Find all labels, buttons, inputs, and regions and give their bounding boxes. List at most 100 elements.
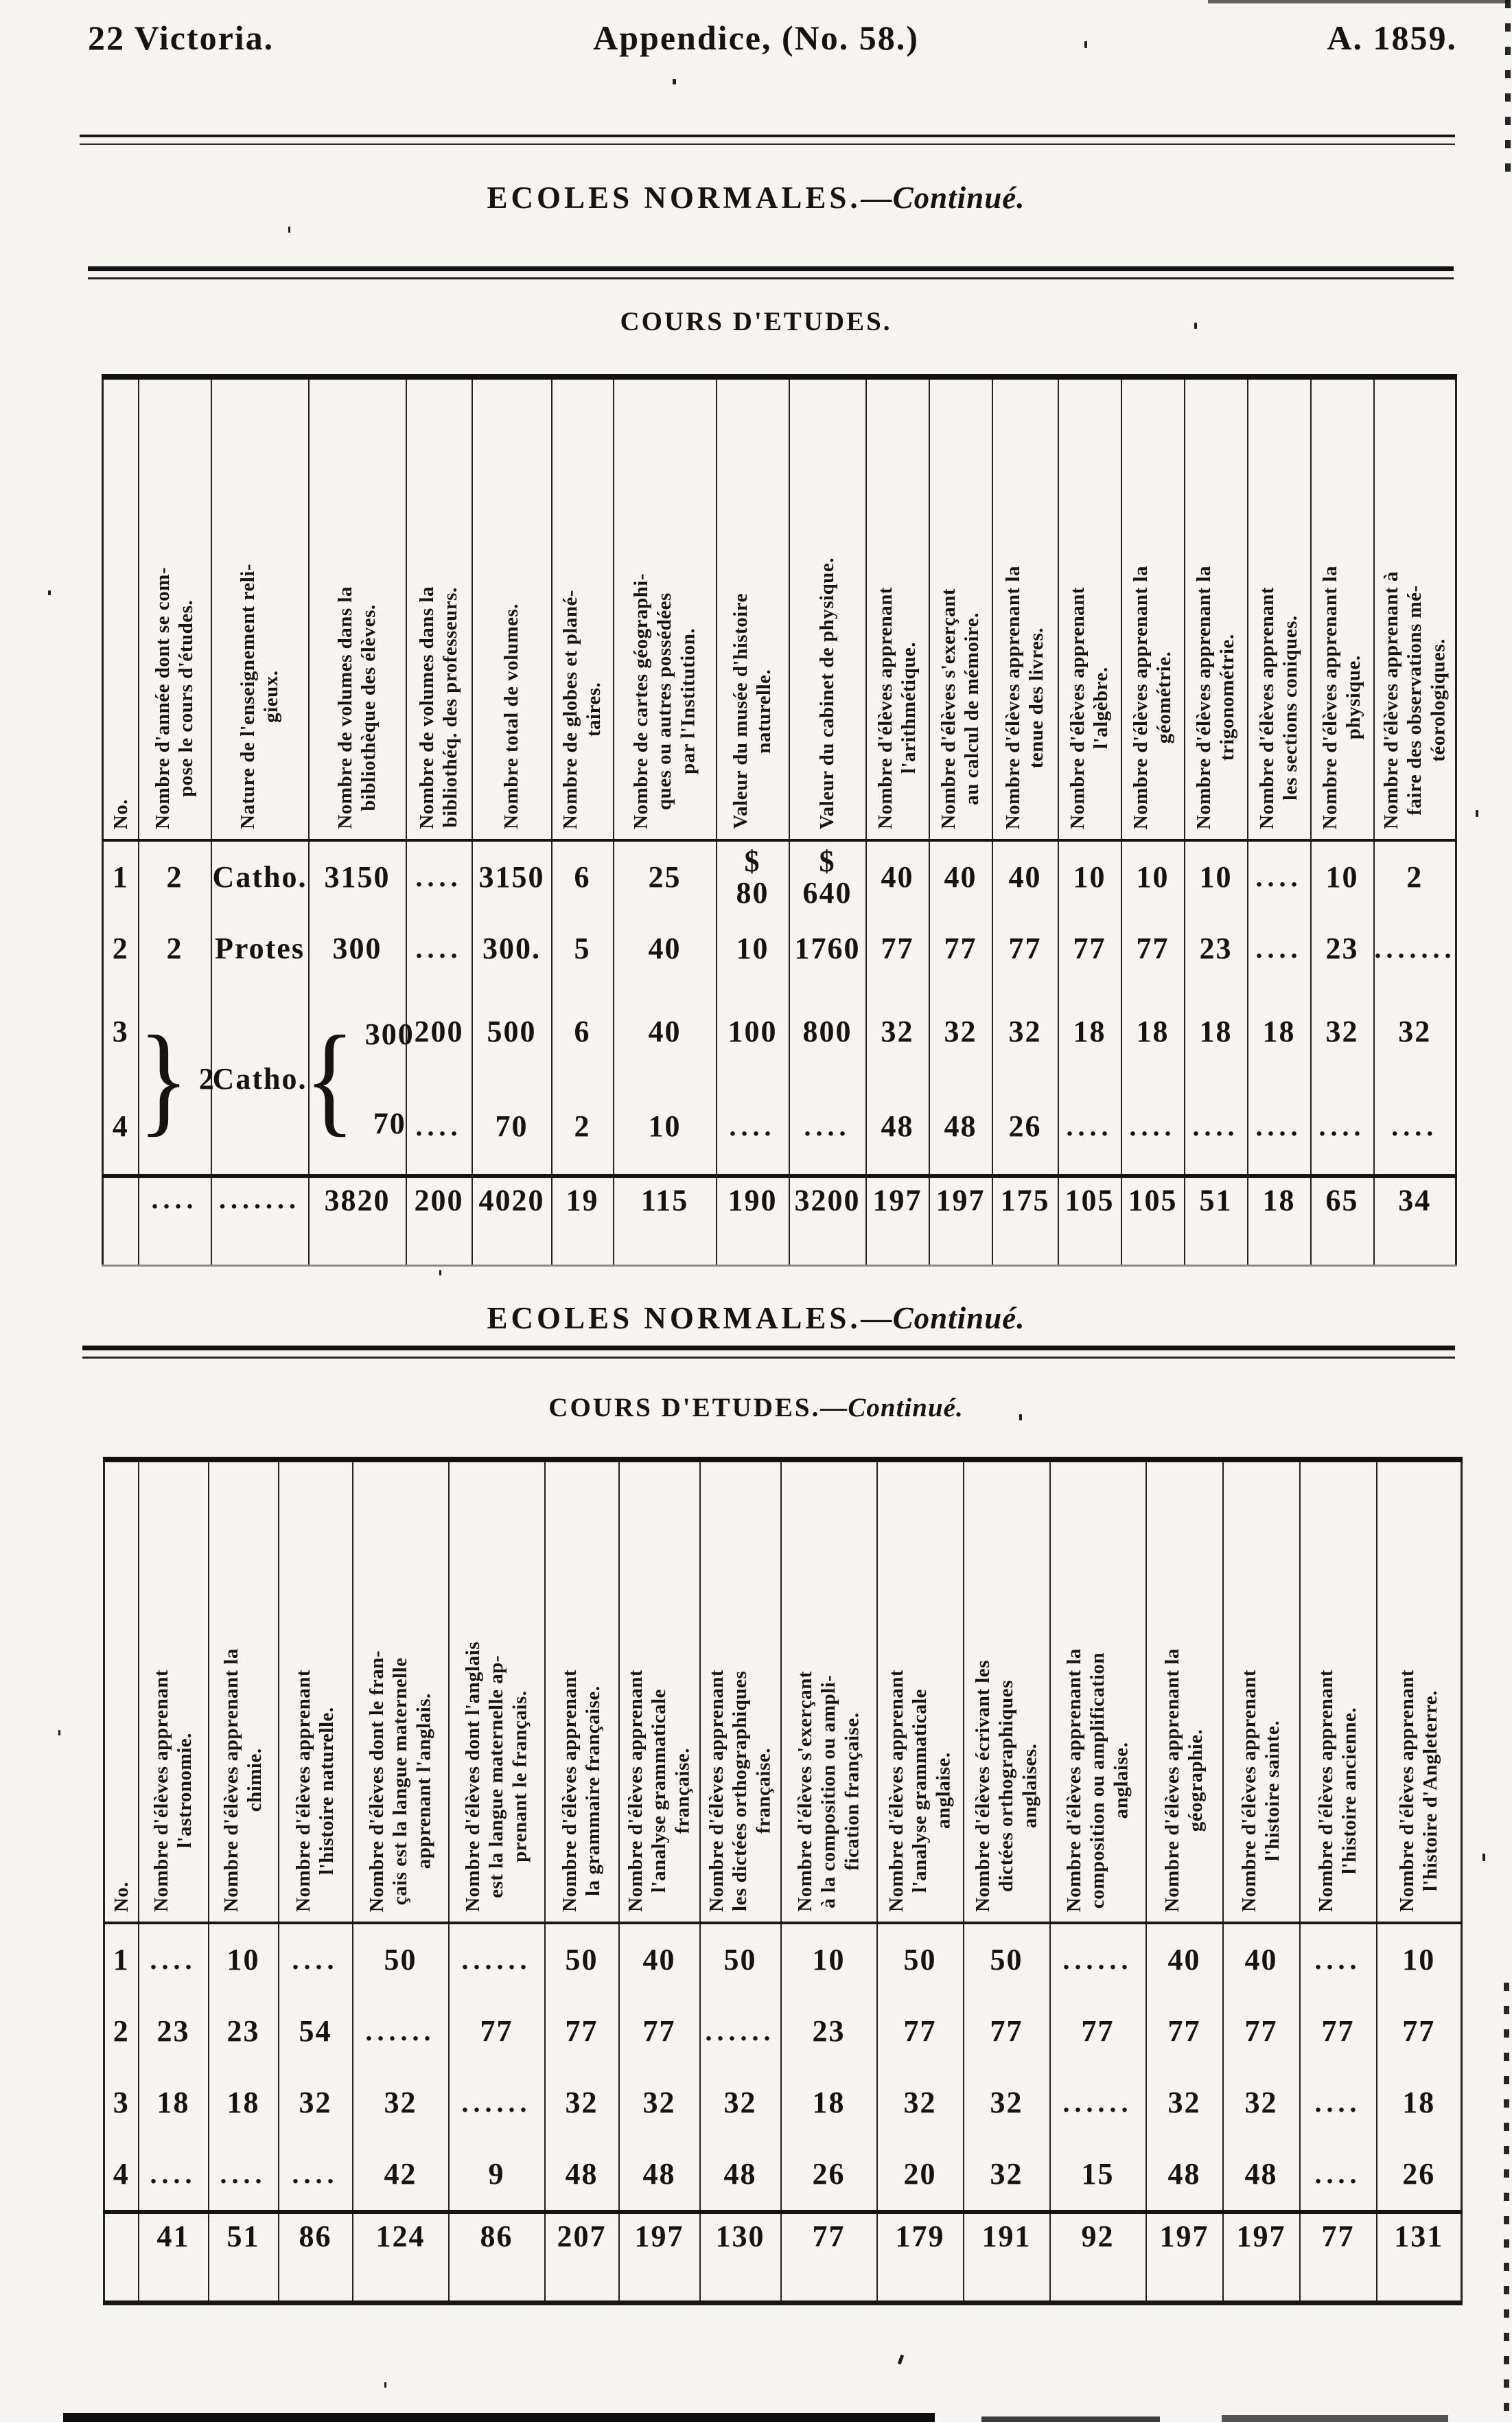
cell: .... (1299, 1923, 1377, 1996)
cell: .... (1246, 840, 1311, 913)
section2-subtitle-continued: —Continué. (820, 1393, 964, 1422)
col-header-label: Nombre d'élèves apprenant la chimie. (220, 1648, 266, 1912)
cell: 20 (876, 2138, 964, 2212)
opening-brace: { (304, 1011, 357, 1148)
cell: 32 (1145, 2067, 1223, 2138)
col-header: Nombre d'élèves apprenant la chimie. (207, 1460, 279, 1924)
cell: 200 (405, 1174, 472, 1266)
cell: 15 (1049, 2138, 1146, 2212)
cell: 50 (699, 1923, 781, 1996)
col-header-label: Nombre d'élèves apprenant l'histoire sai… (1238, 1670, 1284, 1912)
cell: 32 (1310, 984, 1374, 1079)
cell: 197 (1145, 2210, 1223, 2303)
cell: 18 (1246, 1174, 1311, 1266)
ink-speck (897, 2354, 905, 2365)
cell: 54 (277, 1996, 353, 2067)
cell: 2 (112, 931, 129, 965)
col-header: Nombre de volumes dans la bibliothèque d… (307, 377, 406, 842)
section1-title-main: ECOLES NORMALES. (487, 181, 861, 215)
cell: 40 (1145, 1923, 1223, 1996)
section1-title: ECOLES NORMALES.—Continué. (0, 180, 1512, 216)
cell: 70 (471, 1079, 552, 1177)
header-rule (80, 135, 1455, 145)
cell: 32 (1373, 984, 1456, 1079)
cell: ...... (699, 1996, 781, 2067)
scan-bottom-band (981, 2417, 1160, 2422)
cell: 23 (207, 1996, 279, 2067)
cell: 6 (550, 984, 614, 1079)
ink-speck (288, 227, 290, 233)
cell: 40 (865, 840, 929, 913)
cours-detudes-table-1: No. Nombre d'année dont se com- pose le … (102, 374, 1457, 1267)
cell: 77 (1120, 913, 1185, 984)
cell: .... (715, 1079, 789, 1177)
cell: 10 (612, 1079, 717, 1177)
cell: 105 (1120, 1174, 1185, 1266)
col-header-label: Nombre d'élèves apprenant la physique. (1319, 565, 1365, 829)
cell: .... (1246, 1079, 1311, 1177)
section1-title-continued: —Continué. (861, 181, 1025, 215)
cell: .... (1183, 1079, 1248, 1177)
cell: 3 (112, 1014, 129, 1048)
cell: 197 (928, 1174, 992, 1266)
col-header-label: Nombre d'élèves s'exerçant à la composit… (794, 1671, 863, 1912)
col-header: Nombre d'élèves apprenant l'astronomie. (137, 1460, 209, 1924)
cell: ...... (447, 2067, 545, 2138)
cell: 9 (447, 2138, 545, 2212)
cell: 25 (612, 840, 717, 913)
cell: 40 (612, 913, 717, 984)
cell: 115 (612, 1174, 717, 1266)
cell: 48 (928, 1079, 992, 1177)
scan-edge-marks (1505, 0, 1511, 178)
cell: 41 (137, 2210, 209, 2303)
cell: 77 (544, 1996, 619, 2067)
cell: .... (405, 913, 472, 984)
col-header: No. (104, 1460, 139, 1924)
cell: 51 (1183, 1174, 1248, 1266)
cell: .... (1246, 913, 1311, 984)
cell: $ 80 (715, 840, 789, 913)
cell: 48 (865, 1079, 929, 1177)
cell: 26 (1375, 2138, 1462, 2212)
cell: 10 (780, 1923, 877, 1996)
col-header-label: Nombre d'élèves s'exerçant au calcul de … (938, 588, 984, 829)
cell-value: 300 (364, 1017, 415, 1052)
col-header: Nombre d'élèves apprenant l'algèbre. (1057, 377, 1121, 842)
totals-row: 41 51 86 124 86 207 197 130 77 179 191 9… (104, 2210, 1462, 2303)
col-header: Nombre d'élèves apprenant l'histoire nat… (277, 1460, 353, 1924)
cell: 1 (113, 1942, 130, 1976)
cell (104, 2210, 139, 2303)
cell: ...... (351, 1996, 449, 2067)
cell: 32 (962, 2138, 1050, 2212)
col-header-label: No. (109, 798, 132, 829)
cell-merged-annees: } 2 (137, 984, 214, 1177)
col-header: Nombre d'élèves s'exerçant au calcul de … (928, 377, 992, 842)
col-header: Nombre d'élèves apprenant la physique. (1310, 377, 1374, 842)
cell: .... (1120, 1079, 1185, 1177)
cell: 32 (962, 2067, 1050, 2138)
cell: 40 (991, 840, 1058, 913)
table-row: 4 .... .... .... 42 9 48 48 48 26 20 32 … (104, 2138, 1462, 2212)
col-header-label: Nombre d'élèves apprenant à faire des ob… (1380, 571, 1450, 829)
cell: 51 (207, 2210, 279, 2303)
cell: .... (277, 2138, 353, 2212)
col-header-label: Nombre de volumes dans la bibliothéq. de… (416, 586, 462, 829)
cell: 2 (1373, 840, 1456, 913)
ink-speck (673, 79, 676, 84)
col-header-label: No. (110, 1881, 132, 1912)
cell: 48 (699, 2138, 781, 2212)
cell: .... (1310, 1079, 1374, 1177)
cell: ...... (1049, 1923, 1146, 1996)
cell: 3150 (471, 840, 552, 913)
cell-merged-nature: Catho. (210, 984, 309, 1177)
cell: .... (788, 1079, 866, 1177)
ink-speck (384, 2382, 386, 2388)
cell-value: 70 (373, 1107, 406, 1140)
col-header-label: Nombre d'élèves apprenant la grammaire f… (559, 1670, 605, 1912)
section2-title-continued: —Continué. (861, 1301, 1025, 1335)
cell: 86 (447, 2210, 545, 2303)
table-row: 2 2 Protes 300 .... 300. 5 40 10 1760 77… (103, 913, 1456, 984)
cell: 77 (780, 2210, 877, 2303)
col-header: Nombre d'élèves apprenant à faire des ob… (1373, 377, 1456, 842)
col-header: Valeur du cabinet de physique. (788, 377, 866, 842)
